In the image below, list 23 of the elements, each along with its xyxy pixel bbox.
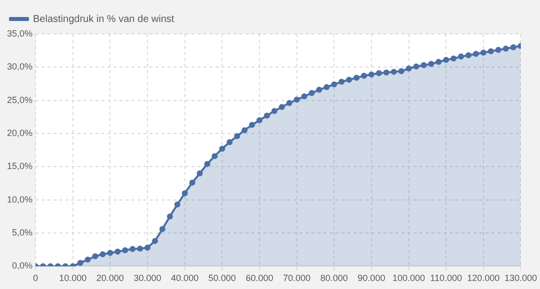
x-tick-label: 50.000	[208, 273, 236, 284]
x-tick-label: 40.000	[171, 273, 199, 284]
y-tick-label: 5,0%	[12, 228, 33, 238]
x-tick-label: 80.000	[320, 273, 348, 284]
x-tick-label: 20.000	[96, 273, 124, 284]
x-tick-label: 30.000	[134, 273, 162, 284]
x-tick-label: 90.000	[358, 273, 386, 284]
x-tick-label: 120.000	[467, 273, 500, 284]
y-tick-label: 20,0%	[6, 128, 33, 138]
x-tick-label: 70.000	[283, 273, 311, 284]
x-tick-label: 10.000	[59, 273, 87, 284]
x-tick-label: 110.000	[430, 273, 462, 284]
y-tick-label: 10,0%	[6, 194, 33, 204]
x-tick-label: 130.000	[504, 273, 538, 284]
x-tick-label: 0	[33, 273, 38, 284]
y-tick-label: 15,0%	[6, 161, 33, 172]
y-tick-label: 30,0%	[6, 62, 33, 72]
y-tick-label: 0,0%	[12, 260, 33, 271]
x-tick-label: 60.000	[246, 273, 274, 284]
y-tick-label: 35,0%	[6, 28, 33, 38]
legend-label: Belastingdruk in % van de winst	[33, 14, 174, 25]
y-tick-label: 25,0%	[6, 94, 33, 105]
x-tick-label: 100.000	[392, 273, 426, 284]
